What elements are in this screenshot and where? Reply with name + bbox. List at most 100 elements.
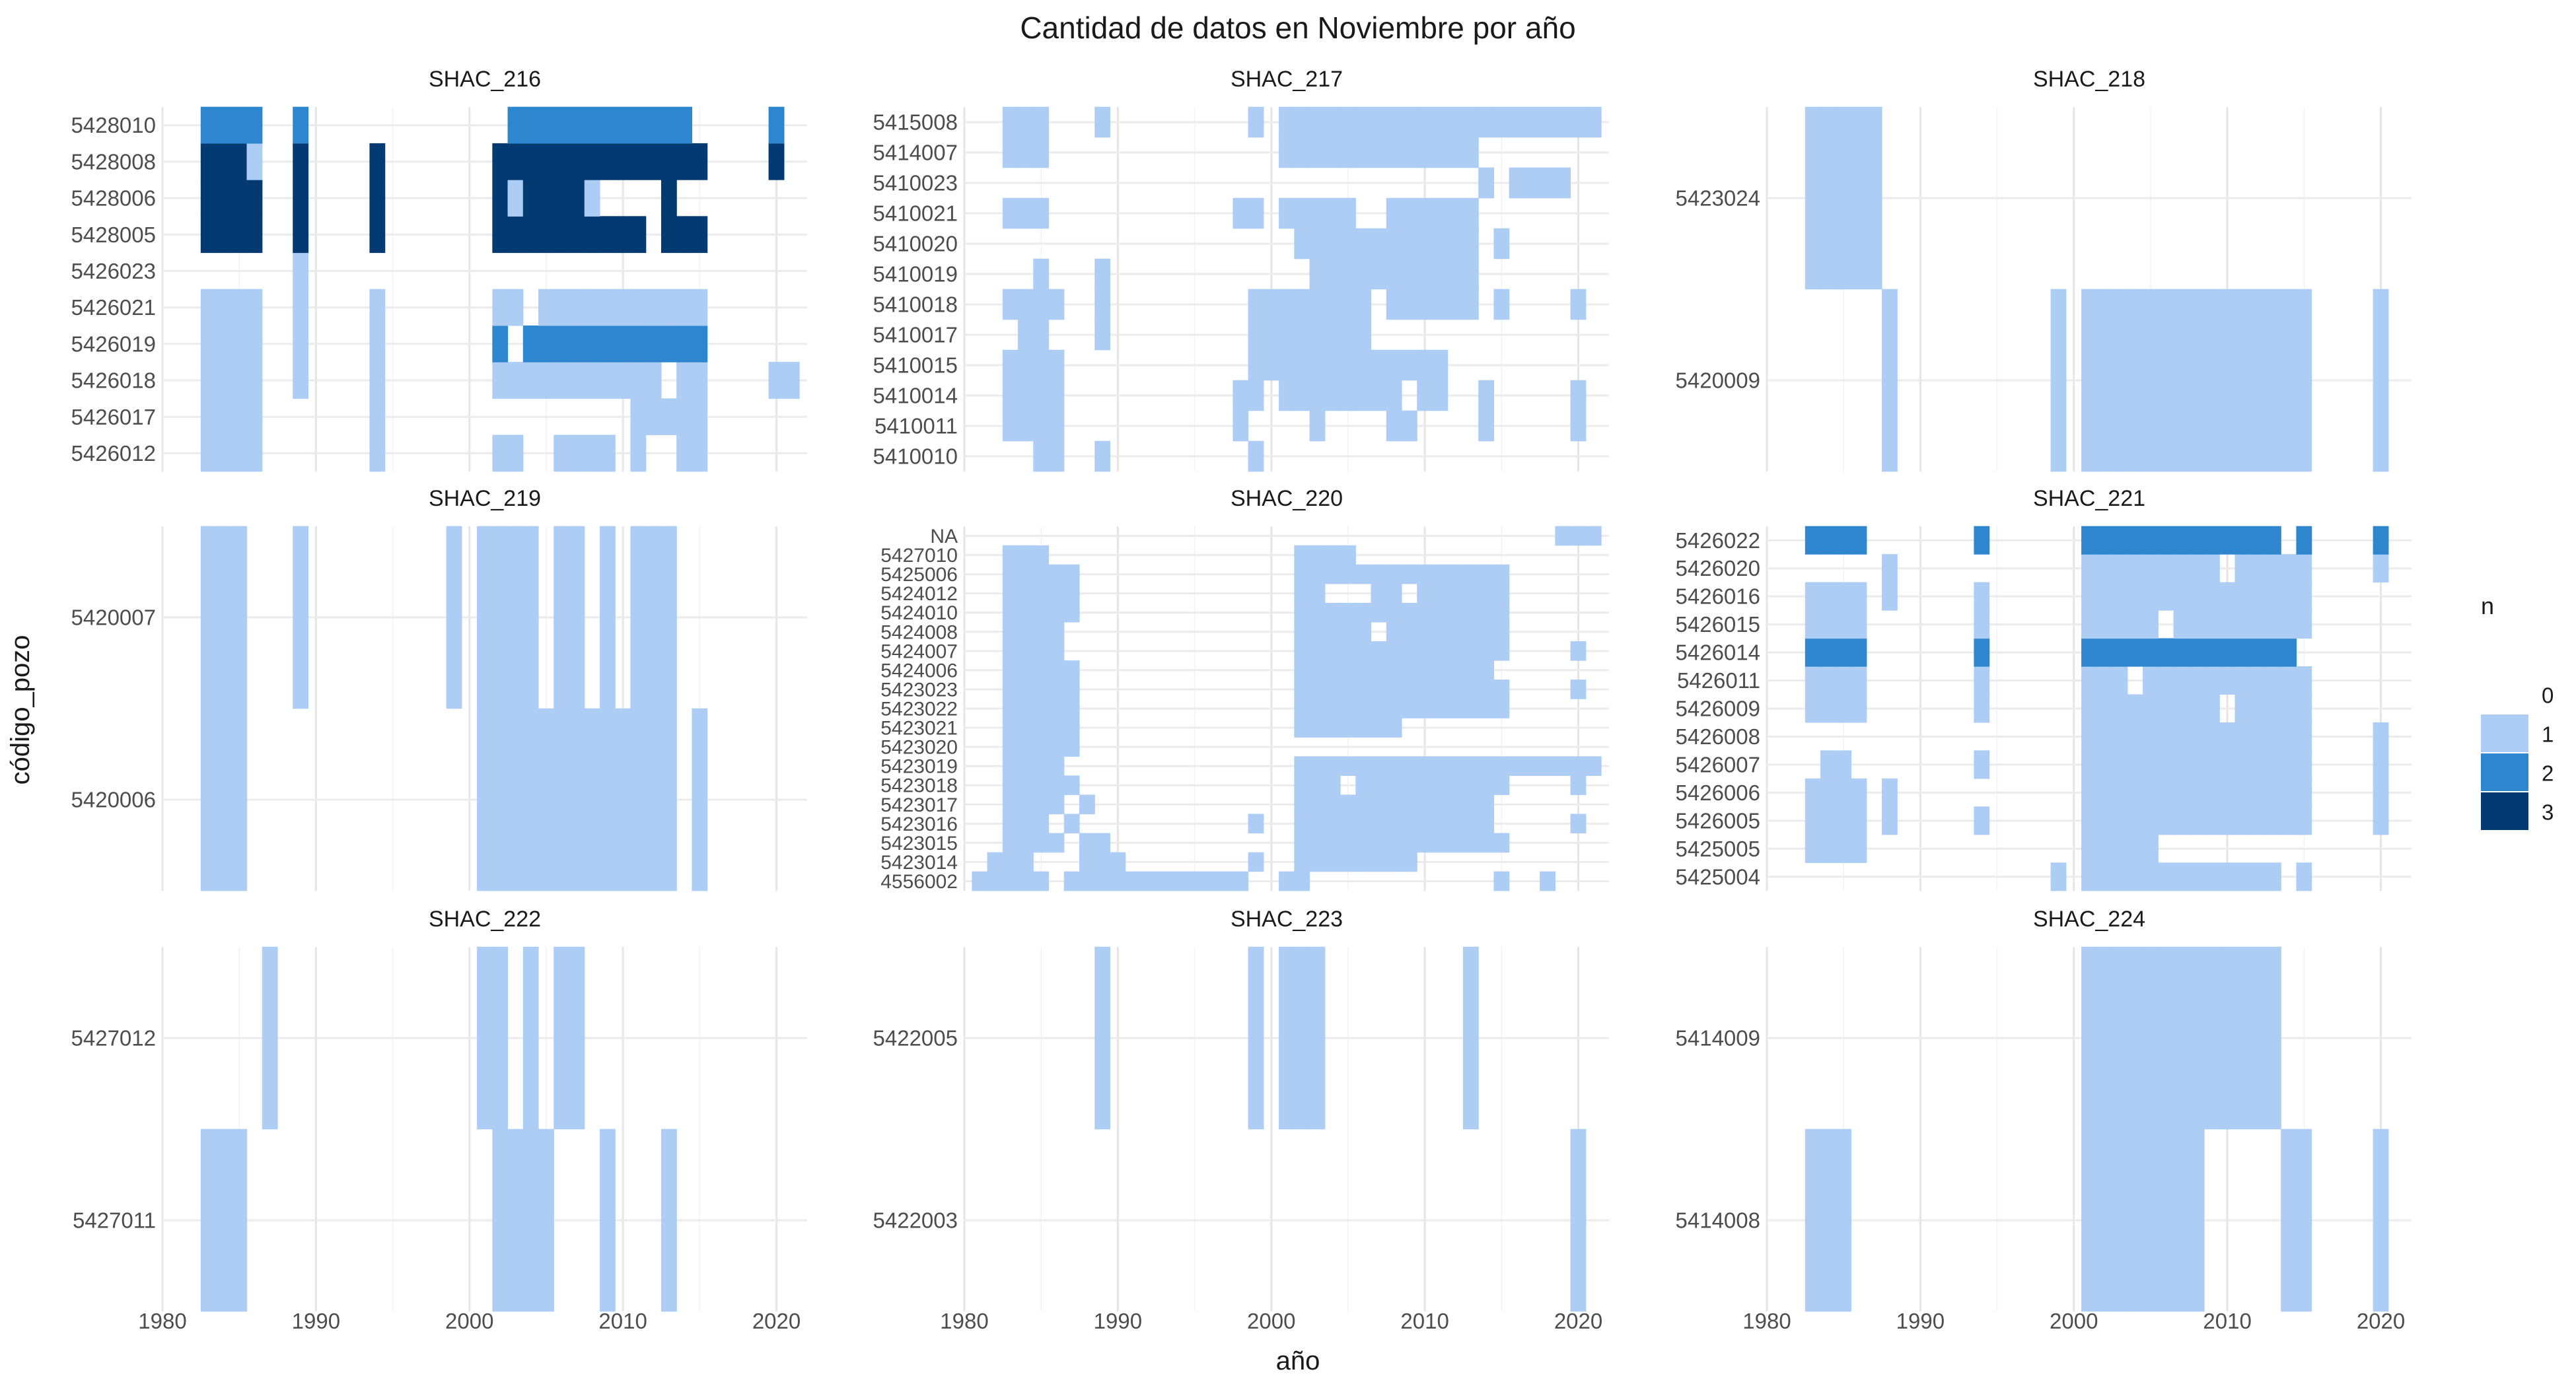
heatmap-cell — [2081, 289, 2097, 472]
heatmap-cell — [661, 143, 677, 180]
heatmap-cell — [1002, 564, 1019, 584]
heatmap-cell — [2143, 778, 2159, 807]
heatmap-cell — [1371, 756, 1387, 776]
heatmap-cell — [2127, 526, 2143, 555]
y-tick-label: 5423014 — [880, 852, 958, 874]
heatmap-cell — [522, 106, 539, 144]
heatmap-cell — [1478, 794, 1495, 815]
heatmap-cell — [1371, 852, 1387, 872]
heatmap-cell — [1432, 679, 1449, 699]
heatmap-cell — [2096, 834, 2113, 863]
heatmap-cell — [2127, 289, 2143, 472]
heatmap-cell — [1974, 582, 1990, 611]
heatmap-cell — [2265, 554, 2281, 583]
heatmap-cell — [1294, 602, 1310, 623]
heatmap-cell — [569, 289, 585, 326]
heatmap-cell — [1447, 564, 1464, 584]
heatmap-cell — [2219, 750, 2236, 779]
heatmap-cell — [2112, 526, 2128, 555]
heatmap-cell — [1324, 699, 1341, 718]
heatmap-cell — [1324, 794, 1341, 815]
heatmap-cell — [1401, 852, 1417, 872]
heatmap-cell — [2081, 722, 2097, 751]
heatmap-cell — [492, 946, 509, 1130]
heatmap-cell — [1248, 852, 1264, 872]
y-tick-label: 5410018 — [873, 293, 958, 317]
heatmap-cell — [2296, 862, 2312, 891]
heatmap-cell — [1094, 440, 1111, 472]
heatmap-cell — [2203, 554, 2220, 583]
heatmap-cell — [1294, 564, 1310, 584]
heatmap-cell — [2250, 526, 2266, 555]
heatmap-cell — [216, 1129, 232, 1312]
heatmap-cell — [2127, 610, 2143, 639]
heatmap-cell — [2112, 722, 2128, 751]
legend-label: 1 — [2542, 722, 2554, 747]
facet-strip-label: SHAC_217 — [1231, 67, 1343, 92]
heatmap-cell — [599, 708, 616, 891]
heatmap-cell — [2127, 582, 2143, 611]
heatmap-cell — [2235, 946, 2251, 1130]
heatmap-cell — [2096, 862, 2113, 891]
heatmap-cell — [1340, 258, 1356, 290]
heatmap-cell — [2143, 834, 2159, 863]
heatmap-cell — [1048, 440, 1065, 472]
heatmap-cell — [2081, 610, 2097, 639]
heatmap-cell — [200, 708, 217, 891]
heatmap-cell — [1417, 699, 1433, 718]
heatmap-cell — [2265, 722, 2281, 751]
heatmap-cell — [492, 325, 509, 363]
heatmap-cell — [1371, 660, 1387, 680]
y-tick-label: 5424010 — [880, 602, 958, 624]
heatmap-cell — [507, 1129, 524, 1312]
heatmap-cell — [692, 362, 708, 399]
heatmap-cell — [522, 946, 539, 1130]
heatmap-cell — [630, 398, 647, 436]
heatmap-cell — [293, 526, 309, 709]
heatmap-cell — [1048, 641, 1065, 661]
heatmap-cell — [1447, 794, 1464, 815]
facet-panel: SHAC_224 5414008 5414009 1980 1990 2000 2010 20… — [1676, 907, 2412, 1333]
heatmap-cell — [2158, 946, 2174, 1130]
heatmap-cell — [2143, 806, 2159, 835]
heatmap-cell — [1493, 699, 1510, 718]
heatmap-cell — [2112, 582, 2128, 611]
heatmap-cell — [1555, 526, 1571, 546]
heatmap-cell — [1340, 794, 1356, 815]
heatmap-cell — [2158, 582, 2174, 611]
heatmap-cell — [1248, 197, 1264, 229]
heatmap-cell — [1509, 106, 1525, 138]
heatmap-cell — [1309, 602, 1326, 623]
heatmap-cell — [538, 708, 554, 891]
heatmap-cell — [1432, 380, 1449, 411]
heatmap-cell — [1355, 564, 1372, 584]
heatmap-cell — [2143, 526, 2159, 555]
heatmap-cell — [1570, 641, 1587, 661]
heatmap-cell — [1851, 806, 1867, 835]
heatmap-cell — [1002, 794, 1019, 815]
heatmap-cell — [1417, 583, 1433, 604]
heatmap-cell — [2235, 582, 2251, 611]
heatmap-cell — [2373, 806, 2389, 835]
heatmap-cell — [1309, 289, 1326, 320]
heatmap-cell — [1432, 106, 1449, 138]
heatmap-cell — [1478, 602, 1495, 623]
heatmap-cell — [1294, 349, 1310, 381]
heatmap-cell — [2265, 694, 2281, 723]
heatmap-cell — [1417, 775, 1433, 796]
heatmap-cell — [477, 526, 493, 709]
heatmap-cell — [2127, 1129, 2143, 1312]
heatmap-cell — [1063, 602, 1080, 623]
heatmap-cell — [1805, 694, 1821, 723]
heatmap-cell — [2219, 526, 2236, 555]
heatmap-cell — [1401, 106, 1417, 138]
heatmap-cell — [1294, 583, 1310, 604]
heatmap-cell — [599, 289, 616, 326]
heatmap-cell — [1820, 106, 1836, 290]
heatmap-cell — [2081, 666, 2097, 695]
heatmap-cell — [676, 106, 693, 144]
heatmap-cell — [1836, 806, 1852, 835]
heatmap-cell — [1110, 871, 1126, 891]
legend: n 0 1 2 3 — [2481, 592, 2554, 830]
heatmap-cell — [599, 1129, 616, 1312]
